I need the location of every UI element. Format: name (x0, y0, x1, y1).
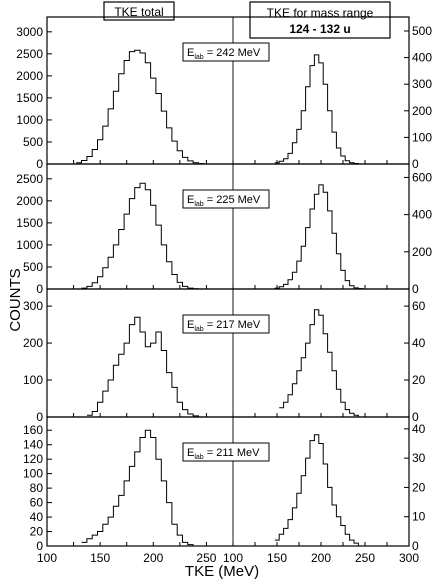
left-y-tick-label: 0 (36, 282, 43, 296)
right-y-tick-label: 0 (412, 539, 419, 553)
x-tick-label: 250 (355, 551, 375, 565)
right-y-tick-label: 400 (412, 51, 432, 65)
x-tick-label: 200 (311, 551, 331, 565)
panel-frame (46, 416, 410, 547)
right-histogram (274, 434, 363, 547)
left-y-tick-label: 60 (30, 496, 44, 510)
left-y-tick-label: 1500 (16, 91, 43, 105)
left-y-tick-label: 20 (30, 525, 44, 539)
energy-label: Elab = 211 MeV (187, 447, 260, 461)
x-axis-title: TKE (MeV) (185, 563, 259, 580)
right-histogram (274, 184, 368, 290)
left-y-tick-label: 1000 (16, 113, 43, 127)
y-axis-title: COUNTS (7, 268, 24, 331)
x-tick-label: 200 (143, 551, 163, 565)
left-y-tick-label: 500 (23, 260, 43, 274)
left-histogram (81, 429, 199, 547)
right-y-tick-label: 20 (412, 480, 426, 494)
left-y-tick-label: 100 (23, 467, 43, 481)
right-y-tick-label: 100 (412, 130, 432, 144)
right-y-tick-label: 400 (412, 208, 432, 222)
tke-total-box (103, 1, 175, 21)
left-y-tick-label: 1500 (16, 216, 43, 230)
panels-layer: 0500100015002000250030000100200300400500… (16, 16, 432, 565)
left-histogram (86, 316, 204, 418)
left-y-tick-label: 3000 (16, 25, 43, 39)
left-y-tick-label: 2500 (16, 172, 43, 186)
left-y-tick-label: 40 (30, 510, 44, 524)
right-y-tick-label: 40 (412, 336, 426, 350)
tke-mass-range-label-line2: 124 - 132 u (289, 22, 350, 36)
left-y-tick-label: 0 (36, 410, 43, 424)
right-y-tick-label: 200 (412, 104, 432, 118)
left-y-tick-label: 300 (23, 299, 43, 313)
right-y-tick-label: 30 (412, 451, 426, 465)
right-y-tick-label: 10 (412, 510, 426, 524)
energy-label-box (182, 42, 270, 62)
tke-total-label: TKE total (114, 5, 163, 19)
left-y-tick-label: 80 (30, 481, 44, 495)
right-y-tick-label: 20 (412, 373, 426, 387)
energy-label: Elab = 217 MeV (187, 319, 261, 333)
x-tick-label: 250 (196, 551, 216, 565)
energy-label-box (182, 442, 270, 462)
right-y-tick-label: 600 (412, 170, 432, 184)
right-y-tick-label: 200 (412, 245, 432, 259)
tke-mass-range-label-line1: TKE for mass range (267, 6, 374, 20)
x-tick-label: 300 (399, 551, 419, 565)
right-y-tick-label: 0 (412, 157, 419, 171)
energy-label: Elab = 225 MeV (187, 194, 261, 208)
left-y-tick-label: 0 (36, 539, 43, 553)
left-y-tick-label: 2000 (16, 69, 43, 83)
right-y-tick-label: 300 (412, 77, 432, 91)
right-y-tick-label: 40 (412, 422, 426, 436)
left-histogram (81, 182, 204, 290)
x-tick-label: 100 (37, 551, 57, 565)
left-y-tick-label: 2500 (16, 47, 43, 61)
right-y-tick-label: 0 (412, 282, 419, 296)
left-y-tick-label: 1000 (16, 238, 43, 252)
left-y-tick-label: 160 (23, 423, 43, 437)
left-y-tick-label: 500 (23, 135, 43, 149)
left-histogram (76, 49, 210, 165)
left-y-tick-label: 100 (23, 373, 43, 387)
x-tick-label: 150 (90, 551, 110, 565)
left-y-tick-label: 0 (36, 157, 43, 171)
energy-label-box (182, 314, 270, 334)
left-y-tick-label: 140 (23, 438, 43, 452)
right-histogram (274, 54, 363, 165)
x-tick-label: 100 (223, 551, 243, 565)
tke-mass-range-box (249, 1, 391, 39)
right-y-tick-label: 60 (412, 299, 426, 313)
left-y-tick-label: 2000 (16, 194, 43, 208)
right-y-tick-label: 500 (412, 24, 432, 38)
left-y-tick-label: 120 (23, 452, 43, 466)
x-tick-label: 150 (267, 551, 287, 565)
right-histogram (279, 309, 363, 418)
energy-label-box (182, 189, 270, 209)
energy-label: Elab = 242 MeV (187, 47, 261, 61)
left-y-tick-label: 200 (23, 336, 43, 350)
right-y-tick-label: 0 (412, 410, 419, 424)
